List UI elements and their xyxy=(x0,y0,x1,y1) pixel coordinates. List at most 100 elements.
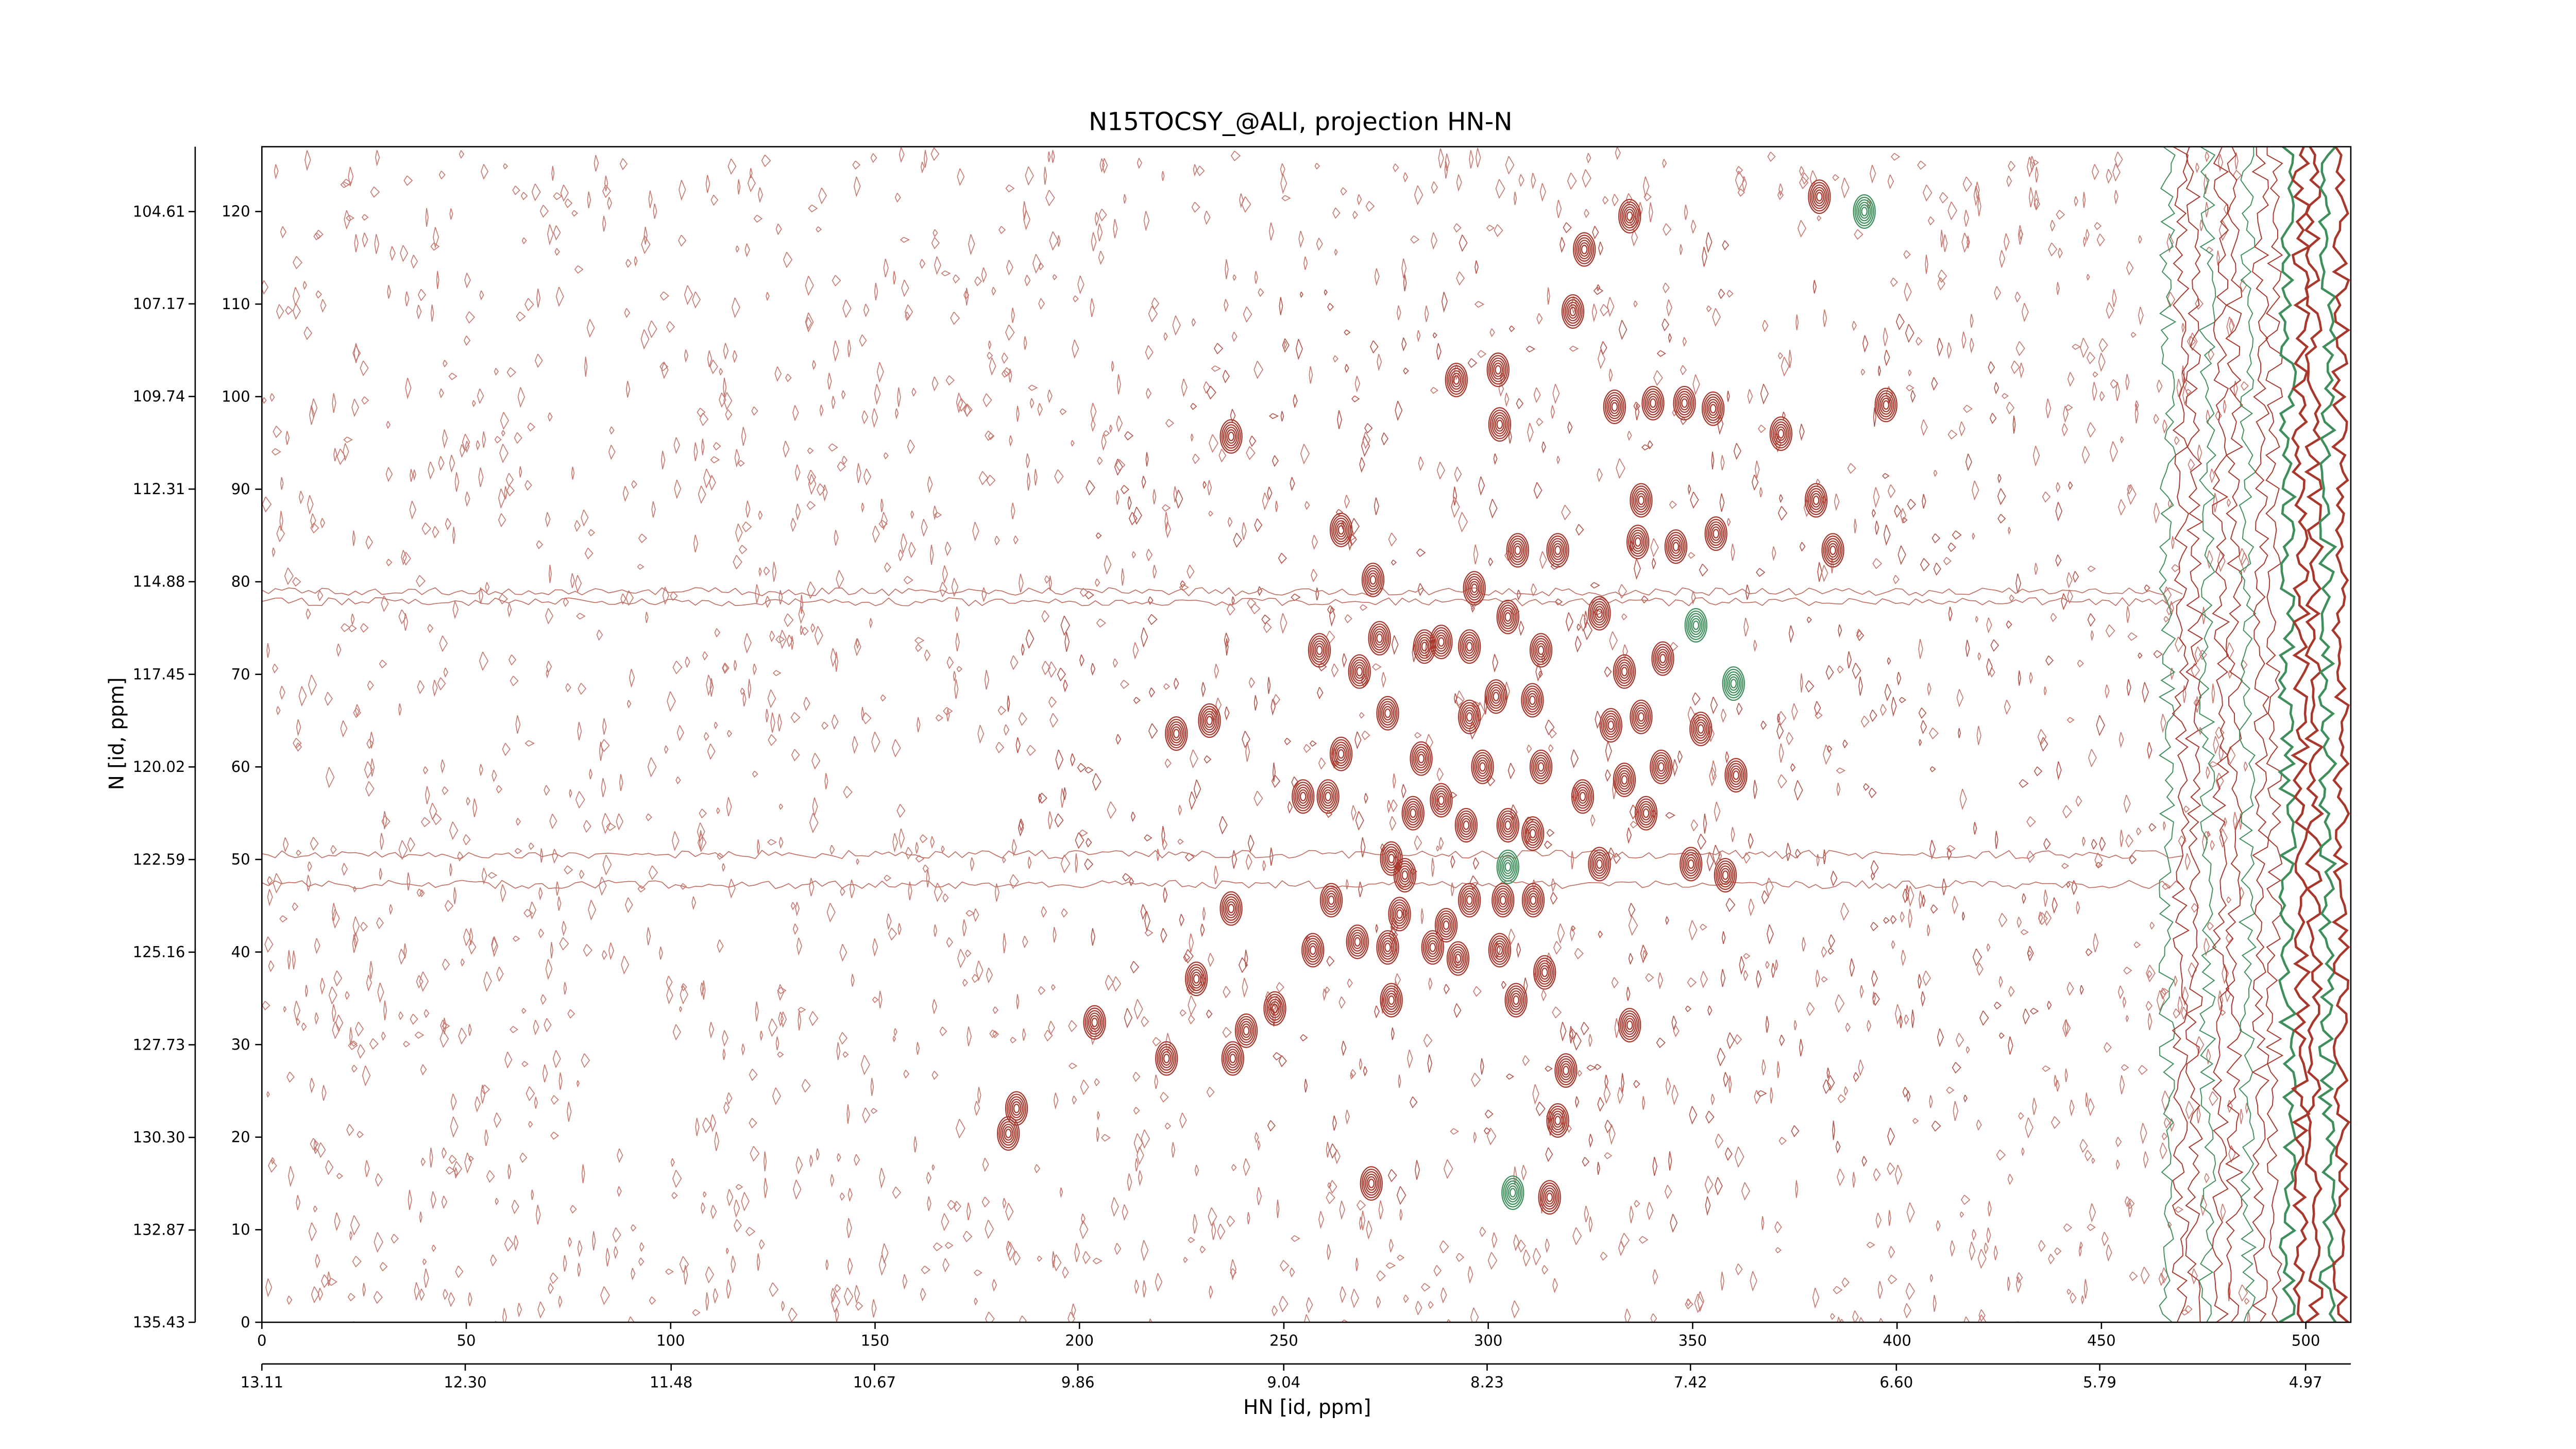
peak-contour xyxy=(1458,813,1475,838)
noise-contour xyxy=(897,923,902,935)
noise-contour xyxy=(898,549,904,562)
noise-contour xyxy=(1133,1106,1140,1115)
noise-contour xyxy=(481,867,487,885)
noise-contour xyxy=(280,226,286,239)
noise-contour xyxy=(798,605,805,625)
noise-contour xyxy=(436,271,439,289)
noise-contour xyxy=(2226,642,2234,660)
noise-contour xyxy=(1618,584,1628,599)
noise-contour xyxy=(2015,341,2025,357)
noise-contour xyxy=(374,234,380,254)
noise-contour xyxy=(1006,1242,1015,1261)
noise-contour xyxy=(341,623,351,632)
noise-contour xyxy=(1890,153,1901,161)
noise-contour xyxy=(924,150,928,168)
noise-contour xyxy=(1037,1255,1043,1262)
noise-contour xyxy=(494,367,499,376)
noise-contour xyxy=(933,1242,943,1252)
noise-contour xyxy=(1569,1025,1573,1043)
peak-contour xyxy=(1379,935,1396,960)
noise-contour xyxy=(391,1234,399,1244)
noise-contour xyxy=(1929,839,1936,860)
noise-contour xyxy=(1115,459,1126,471)
noise-contour xyxy=(2161,988,2170,995)
peak-contour xyxy=(1565,299,1581,324)
noise-contour xyxy=(2160,987,2167,1000)
noise-contour xyxy=(560,184,569,202)
noise-contour xyxy=(1086,480,1095,496)
noise-contour xyxy=(1132,642,1139,660)
peak-contour xyxy=(1506,985,1526,1015)
noise-contour xyxy=(1842,739,1848,749)
noise-contour xyxy=(647,757,657,778)
noise-contour xyxy=(1261,614,1271,625)
peak-contour xyxy=(1526,690,1539,710)
noise-contour xyxy=(1586,1065,1597,1071)
peak-contour xyxy=(1726,760,1746,790)
peak-contour xyxy=(1226,1049,1240,1069)
noise-contour xyxy=(1025,629,1035,649)
noise-contour xyxy=(351,1040,358,1047)
noise-contour xyxy=(2138,307,2144,326)
noise-contour xyxy=(1948,606,1953,621)
noise-contour xyxy=(1526,345,1536,353)
peak-contour xyxy=(1426,937,1439,957)
noise-contour xyxy=(1272,455,1279,467)
noise-contour xyxy=(352,1256,362,1268)
noise-contour xyxy=(2149,921,2155,930)
noise-contour xyxy=(432,813,442,825)
noise-contour xyxy=(856,858,860,865)
noise-contour xyxy=(1049,713,1058,728)
noise-contour xyxy=(1084,591,1094,600)
noise-contour xyxy=(355,1021,364,1037)
noise-contour xyxy=(1185,852,1195,862)
noise-contour xyxy=(2188,962,2197,978)
peak-contour xyxy=(1638,495,1645,506)
noise-contour xyxy=(1527,423,1534,443)
noise-contour xyxy=(1736,703,1743,716)
noise-contour xyxy=(726,1279,732,1299)
noise-contour xyxy=(1414,732,1422,739)
noise-contour xyxy=(1872,558,1883,569)
x2-tick-label: 9.86 xyxy=(1061,1373,1095,1391)
noise-contour xyxy=(369,1038,379,1050)
noise-contour xyxy=(672,1170,682,1188)
noise-contour xyxy=(1761,1216,1765,1230)
noise-contour xyxy=(553,225,561,241)
noise-contour xyxy=(1711,760,1717,780)
noise-contour xyxy=(1494,224,1503,238)
noise-contour xyxy=(1736,166,1743,175)
noise-contour xyxy=(1052,274,1058,280)
noise-contour xyxy=(1775,959,1778,971)
peak-contour xyxy=(1460,702,1480,732)
noise-contour xyxy=(1776,1061,1780,1079)
noise-contour xyxy=(442,958,450,971)
peak-contour xyxy=(1774,424,1788,444)
peak-contour xyxy=(1526,823,1539,844)
peak-contour xyxy=(1321,786,1335,806)
noise-contour xyxy=(998,226,1006,234)
noise-contour xyxy=(2223,399,2227,413)
noise-contour xyxy=(310,513,316,529)
peak-contour xyxy=(1463,636,1476,656)
peak-contour xyxy=(1650,749,1673,784)
peak-contour xyxy=(1272,1003,1278,1014)
peak-contour xyxy=(1165,716,1188,751)
noise-contour xyxy=(1894,504,1902,518)
noise-contour xyxy=(1786,843,1791,861)
noise-contour xyxy=(683,1265,688,1285)
noise-contour xyxy=(697,408,706,417)
noise-contour xyxy=(1646,1202,1654,1221)
noise-contour xyxy=(516,818,521,826)
peak-contour xyxy=(1476,757,1489,777)
noise-contour xyxy=(1612,194,1619,207)
noise-contour xyxy=(2195,1036,2205,1054)
noise-contour xyxy=(1180,580,1186,588)
noise-contour xyxy=(1523,977,1528,994)
peak-contour xyxy=(1396,863,1413,888)
noise-contour xyxy=(1112,658,1118,668)
noise-contour xyxy=(1300,444,1310,465)
noise-contour xyxy=(1822,1079,1832,1094)
noise-contour xyxy=(1211,1221,1216,1240)
noise-contour xyxy=(726,1189,734,1207)
